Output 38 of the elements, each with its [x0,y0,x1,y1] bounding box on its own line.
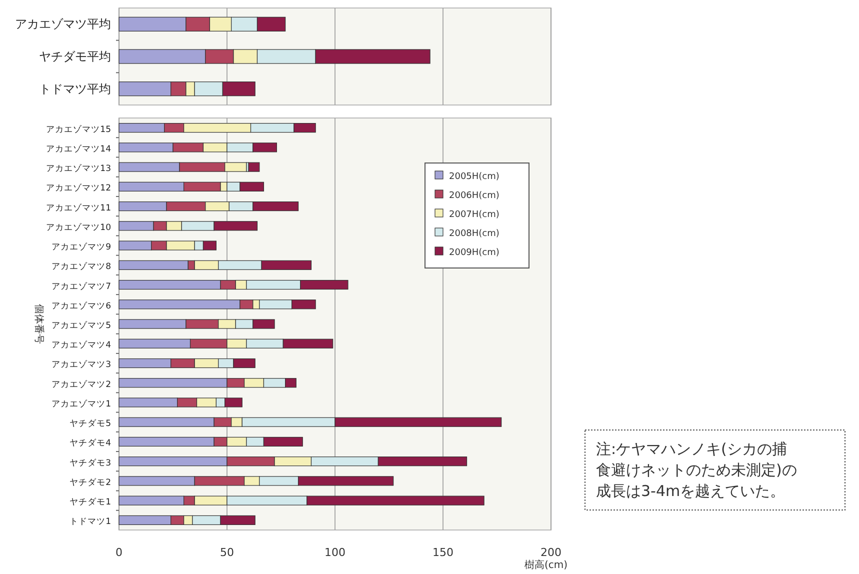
bar [248,162,260,172]
y-tick-label: アカエゾマツ13 [46,163,111,174]
y-tick-label: アカエゾマツ6 [52,300,111,312]
y-axis-title: 個体番号 [33,304,45,344]
legend-label: 2006H(cm) [449,191,500,201]
y-tick-label: アカエゾマツ4 [52,340,111,351]
y-tick-label: アカエゾマツ9 [52,242,111,253]
y-tick-label: アカエゾマツ1 [52,398,111,410]
y-tick-label: アカエゾマツ平均 [15,17,111,32]
x-tick-label: 50 [220,546,234,559]
legend-label: 2005H(cm) [449,172,500,182]
y-tick-label: アカエゾマツ3 [52,359,111,370]
y-tick-label: アカエゾマツ7 [52,280,111,292]
x-tick-label: 100 [324,546,346,559]
y-tick-label: ヤチダモ5 [70,418,111,430]
y-tick-label: ヤチダモ4 [70,438,111,449]
x-tick-label: 150 [432,546,454,559]
y-tick-label: アカエゾマツ2 [52,378,111,390]
text: 注:ケヤマハンノキ(シカの捕食避けネットのため未測定)の成長は3-4mを越えていた。 [596,440,797,500]
y-tick-label: ヤチダモ3 [70,457,111,468]
x-tick-label: 200 [540,546,562,559]
y-tick-label: アカエゾマツ5 [52,320,111,331]
legend-label: 2008H(cm) [449,229,500,239]
y-tick-label: アカエゾマツ15 [46,124,111,135]
legend-label: 2009H(cm) [449,248,500,258]
y-tick-label: トドマツ平均 [39,82,111,96]
y-tick-label: アカエゾマツ12 [46,182,111,194]
y-tick-label: アカエゾマツ8 [52,261,111,272]
y-tick-label: アカエゾマツ10 [46,222,111,233]
x-tick-label: 0 [116,546,122,559]
y-tick-label: アカエゾマツ14 [46,143,111,154]
x-axis-title: 樹高(cm) [524,559,568,571]
y-tick-label: ヤチダモ1 [70,496,111,508]
y-tick-label: アカエゾマツ11 [46,202,111,214]
y-tick-label: ヤチダモ2 [70,476,111,488]
legend-label: 2007H(cm) [449,210,500,220]
y-tick-label: ヤチダモ平均 [39,50,111,64]
y-tick-label: トドマツ1 [70,517,111,528]
